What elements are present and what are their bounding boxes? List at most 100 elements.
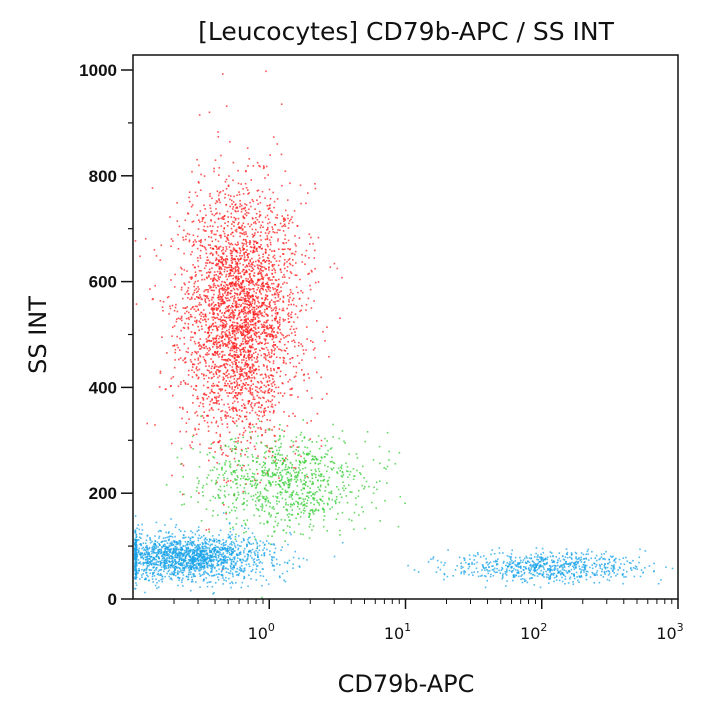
data-point-pop0 — [249, 296, 252, 299]
data-point-pop0 — [227, 185, 230, 187]
data-point-pop0 — [177, 385, 180, 388]
data-point-pop0 — [282, 362, 285, 364]
data-point-pop0 — [207, 291, 209, 293]
data-point-pop0 — [233, 331, 236, 333]
data-point-pop1 — [321, 495, 324, 498]
data-point-pop2 — [228, 522, 231, 525]
data-point-pop1 — [343, 489, 345, 492]
data-point-pop1 — [302, 451, 304, 454]
data-point-pop1 — [250, 436, 252, 439]
data-point-pop0 — [251, 267, 254, 269]
data-point-pop0 — [240, 389, 243, 391]
data-point-pop1 — [312, 458, 314, 460]
data-point-pop0 — [271, 350, 273, 352]
data-point-pop2 — [136, 539, 139, 541]
data-point-pop0 — [240, 287, 243, 290]
data-point-pop0 — [230, 250, 233, 252]
data-point-pop2 — [180, 549, 182, 552]
data-point-pop0 — [241, 385, 244, 388]
data-point-pop1 — [309, 450, 312, 453]
data-point-pop0 — [248, 331, 251, 333]
data-point-pop0 — [259, 481, 261, 484]
data-point-pop0 — [227, 305, 229, 308]
data-point-pop0 — [245, 415, 248, 418]
data-point-pop0 — [255, 305, 258, 307]
data-point-pop1 — [214, 497, 217, 499]
data-point-pop0 — [195, 241, 197, 243]
data-point-pop0 — [289, 388, 292, 391]
data-point-pop0 — [219, 270, 221, 273]
data-point-pop0 — [247, 349, 249, 351]
data-point-pop0 — [265, 165, 268, 168]
data-point-pop0 — [271, 269, 273, 271]
data-point-pop0 — [249, 366, 252, 368]
data-point-pop1 — [269, 485, 272, 487]
data-point-pop1 — [236, 486, 239, 489]
data-point-pop0 — [184, 382, 187, 384]
data-point-pop2 — [206, 547, 209, 549]
data-point-pop0 — [252, 383, 254, 385]
data-point-pop0 — [269, 400, 272, 403]
data-point-pop1 — [265, 498, 267, 500]
data-point-pop0 — [214, 317, 217, 319]
data-point-pop1 — [349, 470, 352, 473]
data-point-pop1 — [348, 484, 350, 486]
data-point-pop0 — [257, 267, 260, 270]
data-point-pop1 — [217, 488, 220, 491]
data-point-pop0 — [247, 354, 250, 356]
data-point-pop0 — [198, 345, 200, 347]
data-point-pop2 — [155, 578, 157, 580]
data-point-pop0 — [225, 380, 228, 382]
data-point-pop2 — [222, 543, 224, 545]
data-point-pop0 — [287, 341, 289, 343]
data-point-pop0 — [235, 363, 237, 365]
data-point-pop2 — [258, 562, 261, 564]
data-point-pop0 — [224, 266, 226, 268]
data-point-pop1 — [285, 482, 288, 485]
data-point-pop0 — [213, 367, 216, 369]
data-point-pop2 — [143, 549, 145, 551]
data-point-pop2 — [176, 546, 178, 549]
data-point-pop2 — [217, 578, 220, 581]
data-point-pop1 — [365, 480, 368, 483]
data-point-pop0 — [236, 385, 238, 387]
data-point-pop0 — [233, 345, 236, 348]
data-point-pop1 — [286, 468, 289, 471]
data-point-pop0 — [239, 311, 241, 314]
data-point-pop1 — [281, 482, 284, 484]
data-point-pop0 — [190, 253, 192, 256]
data-point-pop0 — [192, 241, 195, 243]
data-point-pop1 — [234, 510, 236, 512]
data-point-pop1 — [296, 473, 299, 476]
data-point-pop0 — [279, 298, 281, 300]
data-point-pop0 — [204, 318, 206, 321]
data-point-pop0 — [244, 311, 246, 314]
data-point-pop0 — [227, 194, 230, 196]
data-point-pop0 — [247, 340, 250, 342]
data-point-pop0 — [195, 351, 197, 354]
data-point-pop1 — [302, 419, 304, 421]
data-point-pop1 — [246, 472, 249, 475]
data-point-pop0 — [256, 264, 259, 266]
data-point-pop0 — [236, 369, 238, 371]
data-point-pop1 — [233, 494, 235, 496]
data-point-pop2 — [203, 573, 205, 575]
data-point-pop0 — [240, 370, 243, 372]
data-point-pop0 — [241, 224, 244, 227]
data-point-pop1 — [284, 491, 287, 493]
data-point-pop1 — [201, 486, 204, 489]
data-point-pop0 — [238, 373, 241, 375]
data-point-pop0 — [236, 397, 238, 400]
data-point-pop0 — [256, 332, 258, 334]
data-point-pop0 — [251, 409, 254, 412]
data-point-pop0 — [260, 420, 263, 423]
data-point-pop0 — [192, 306, 194, 308]
data-point-pop0 — [225, 323, 228, 325]
data-point-pop2 — [156, 566, 158, 569]
data-point-pop0 — [274, 216, 277, 219]
data-point-pop1 — [260, 479, 262, 481]
data-point-pop0 — [155, 255, 158, 257]
data-point-pop2 — [211, 535, 214, 537]
data-point-pop1 — [323, 502, 325, 505]
data-point-pop0 — [241, 405, 243, 407]
